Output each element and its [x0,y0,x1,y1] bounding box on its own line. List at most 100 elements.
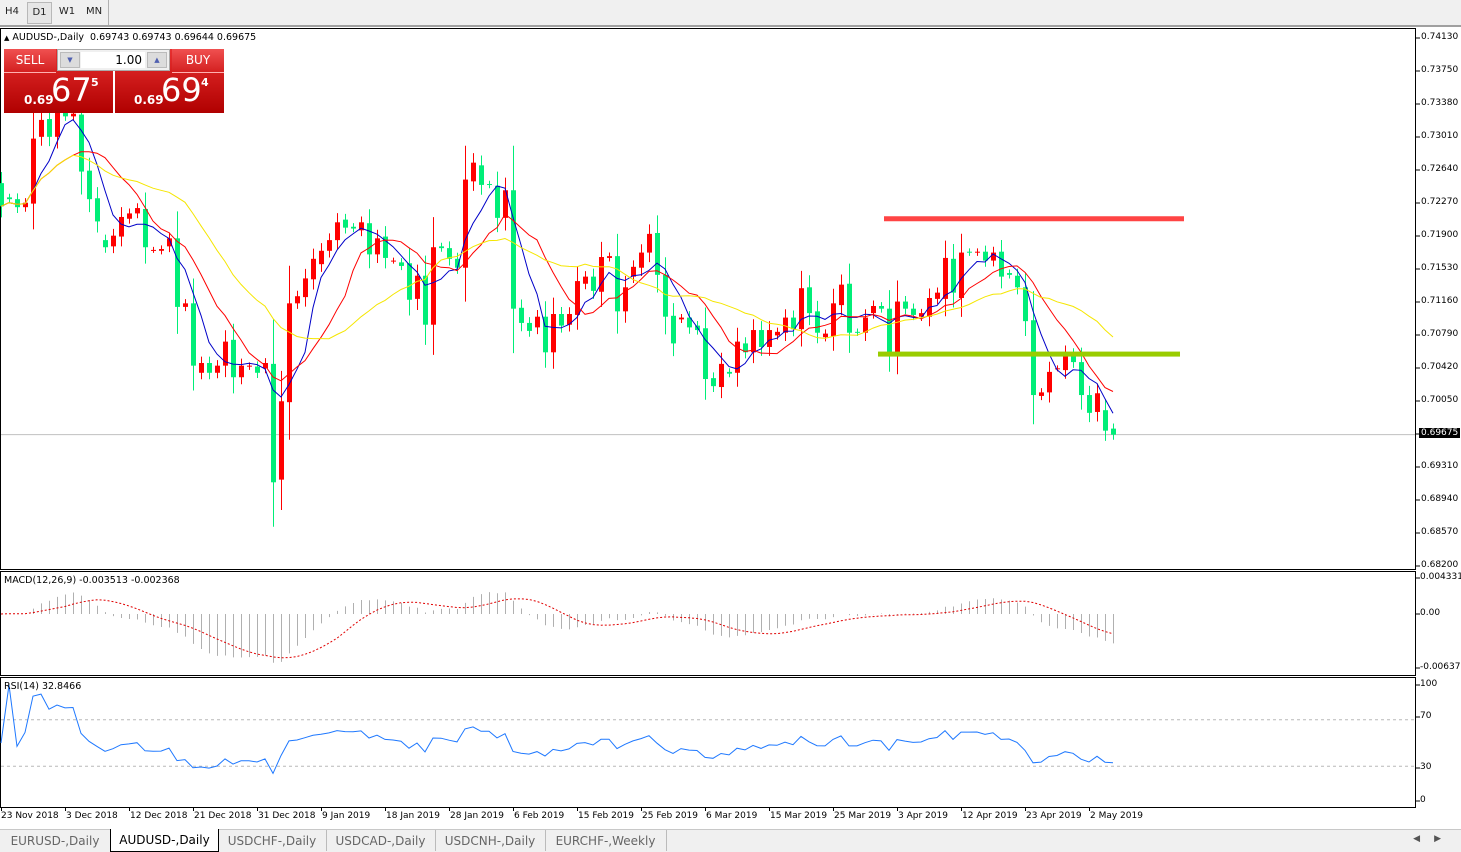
candle-body [671,315,676,344]
macd-panel[interactable] [0,571,1416,676]
candle-body [503,190,508,218]
candle [543,301,548,368]
candle [551,297,556,369]
candle [623,275,628,323]
candle-body [943,257,948,299]
candle-body [791,317,796,330]
collapse-triangle-icon[interactable]: ▲ [4,34,10,42]
candle [1071,348,1076,368]
candle [1007,269,1012,279]
date-axis-tick [257,808,258,811]
candle [1063,345,1068,379]
lot-increase-button[interactable]: ▲ [147,52,167,68]
price-axis-label: 0.70420 [1421,362,1459,372]
tab-scroll-arrows-icon[interactable]: ◀▶ [1413,834,1455,844]
candle [399,258,404,271]
candle [159,245,164,255]
date-axis-tick [129,808,130,811]
candle-body [615,256,620,312]
buy-price-fraction: 4 [201,76,209,89]
buy-price[interactable]: 0.69 69 4 [115,71,223,113]
candle-body [607,256,612,258]
candle-body [463,179,468,268]
sell-price[interactable]: 0.69 67 5 [4,71,112,113]
lot-decrease-button[interactable]: ▼ [60,52,80,68]
candle-body [103,240,108,248]
tab-usdcad-daily[interactable]: USDCAD-,Daily [326,830,436,851]
candle [647,224,652,263]
candle [1023,272,1028,336]
candle [975,248,980,256]
candle-body [151,249,156,251]
candle-body [391,260,396,262]
moving-average-20-line [0,154,1114,340]
candle-body [719,363,724,388]
candle [935,287,940,305]
candle [47,109,52,147]
rsi-panel[interactable] [0,677,1416,808]
candle [951,243,956,308]
tab-usdchf-daily[interactable]: USDCHF-,Daily [218,830,327,851]
candle-body [271,363,276,483]
macd-label: MACD(12,26,9) -0.003513 -0.002368 [4,575,180,586]
candle-body [431,247,436,325]
tab-eurchf-weekly[interactable]: EURCHF-,Weekly [545,830,667,851]
candle [367,209,372,269]
support-level-line [878,351,1180,357]
rsi-axis-label: 100 [1420,679,1438,689]
candle-body [87,170,92,200]
date-axis-label: 31 Dec 2018 [258,811,316,821]
candle [383,226,388,269]
candle [471,153,476,191]
candle-body [855,331,860,333]
candle [895,280,900,375]
candle-body [207,362,212,373]
candle [327,233,332,258]
date-axis-label: 6 Mar 2019 [706,811,758,821]
candle-body [487,184,492,186]
timeframe-mn-button[interactable]: MN [85,6,103,17]
candle-body [399,262,404,266]
tab-audusd-daily[interactable]: AUDUSD-,Daily [110,829,219,852]
candle [583,271,588,290]
date-axis-label: 3 Dec 2018 [66,811,118,821]
candle [391,257,396,264]
candle [335,213,340,250]
candle-body [127,213,132,219]
candle [223,330,228,378]
candle-body [663,274,668,317]
candle [375,229,380,263]
candle-body [799,288,804,330]
price-axis-label: 0.74130 [1421,32,1459,42]
candle-body [295,296,300,304]
date-axis-label: 18 Jan 2019 [386,811,440,821]
buy-button[interactable]: BUY [172,49,224,73]
timeframe-h4-button[interactable]: H4 [5,6,19,17]
candle [887,290,892,372]
timeframe-d1-button[interactable]: D1 [27,2,52,24]
timeframe-w1-button[interactable]: W1 [58,6,76,17]
date-axis-label: 2 May 2019 [1090,811,1143,821]
candle-body [479,165,484,185]
candle-body [711,378,716,387]
candle-body [1079,362,1084,396]
sell-button[interactable]: SELL [4,49,56,73]
candle [271,319,276,527]
candle [175,211,180,334]
tab-eurusd-daily[interactable]: EURUSD-,Daily [0,830,111,851]
candle-body [223,341,228,366]
candle [591,268,596,299]
candle [735,327,740,387]
lot-size-input[interactable]: 1.00 [81,52,145,68]
tab-usdcnh-daily[interactable]: USDCNH-,Daily [435,830,546,851]
candle-body [183,303,188,307]
candle-body [47,119,52,137]
candle [679,313,684,323]
candle-body [439,246,444,249]
candle-body [679,317,684,320]
candle-body [879,306,884,309]
candle [495,171,500,233]
candle [111,228,116,254]
candle [535,309,540,335]
